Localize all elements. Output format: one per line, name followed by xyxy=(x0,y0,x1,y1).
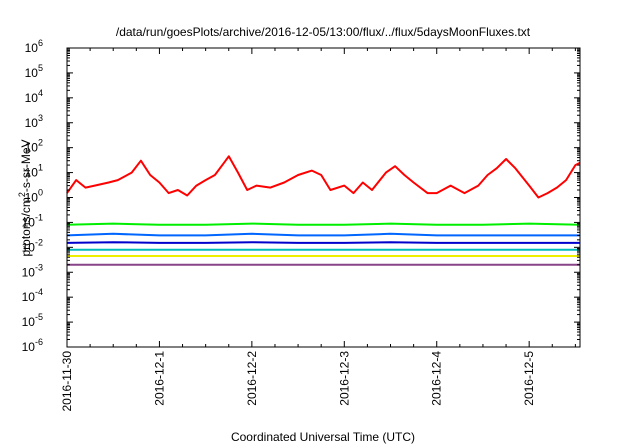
y-tick-label: 10-5 xyxy=(22,312,43,329)
series-layer xyxy=(66,155,581,266)
y-tick-label: 103 xyxy=(25,113,43,130)
y-tick-label: 104 xyxy=(25,88,43,105)
y-axis: 10-6 10-5 10-4 10-3 10-2 10-1 100 101 102 103 104 1… xyxy=(22,38,580,354)
x-axis: 2016-11-30 2016-12-1 2016-12-2 2016-12-3 201… xyxy=(60,48,576,412)
y-tick-label: 101 xyxy=(25,163,43,180)
y-tick-label: 106 xyxy=(25,38,43,55)
plot-frame xyxy=(66,47,581,348)
x-tick-label: 2016-12-4 xyxy=(430,351,444,406)
flux-series-line xyxy=(66,241,580,244)
y-tick-label: 10-1 xyxy=(22,212,43,229)
x-tick-label: 2016-12-1 xyxy=(152,351,166,406)
y-tick-label: 100 xyxy=(25,188,43,205)
x-tick-label: 2016-11-30 xyxy=(60,351,74,412)
x-tick-label: 2016-12-2 xyxy=(245,351,259,406)
y-tick-label: 10-2 xyxy=(22,237,43,254)
y-tick-label: 105 xyxy=(25,63,43,80)
x-axis-label: Coordinated Universal Time (UTC) xyxy=(231,430,415,444)
flux-series-line xyxy=(66,232,580,237)
flux-series-line xyxy=(66,155,581,199)
y-tick-label: 102 xyxy=(25,138,43,155)
y-tick-label: 10-6 xyxy=(22,337,43,354)
y-tick-label: 10-4 xyxy=(22,287,43,304)
chart-title: /data/run/goesPlots/archive/2016-12-05/1… xyxy=(116,25,531,39)
y-axis-label: protons/cm2-s-sr-MeV xyxy=(17,139,33,256)
y-tick-label: 10-3 xyxy=(22,262,43,279)
flux-series-line xyxy=(66,222,581,226)
x-tick-label: 2016-12-3 xyxy=(337,351,351,406)
x-tick-label: 2016-12-5 xyxy=(522,351,536,406)
